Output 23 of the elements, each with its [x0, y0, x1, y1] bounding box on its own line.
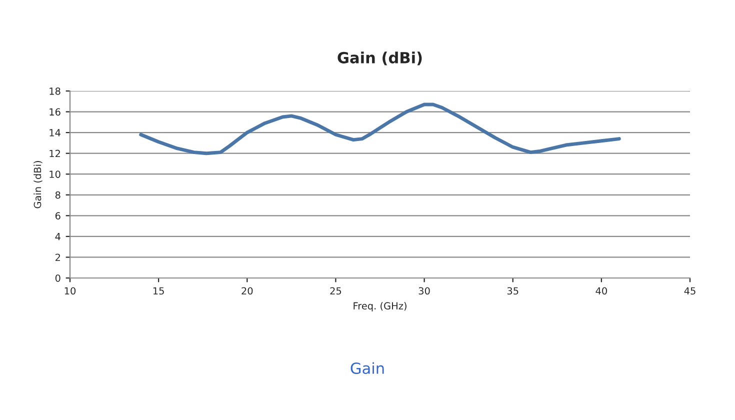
y-tick-label: 16 — [50, 108, 60, 116]
x-tick-label: 10 — [64, 287, 76, 295]
x-tick-label: 40 — [596, 287, 607, 295]
y-tick-label: 12 — [50, 150, 60, 158]
y-tick-label: 8 — [55, 191, 60, 199]
chart-title: Gain (dBi) — [338, 52, 422, 66]
line-series — [139, 102, 621, 156]
x-tick-label: 45 — [684, 287, 696, 295]
x-axis-title: Freq. (GHz) — [354, 302, 406, 312]
y-tick-label: 18 — [50, 87, 60, 95]
x-tick-label: 35 — [507, 287, 518, 295]
y-tick-label: 10 — [50, 170, 60, 178]
y-tick-label: 0 — [55, 274, 60, 282]
y-tick-label: 6 — [55, 212, 60, 220]
y-tick-label: 2 — [56, 254, 60, 261]
text: Gain — [350, 362, 384, 374]
x-tick-label: 15 — [153, 287, 164, 295]
x-tick-label: 30 — [418, 287, 430, 295]
x-tick-label: 25 — [330, 287, 342, 295]
y-tick-label: 4 — [55, 233, 60, 240]
y-axis-title: Gain (dBi) — [34, 161, 42, 208]
x-tick-label: 20 — [242, 287, 253, 295]
y-tick-label: 14 — [50, 129, 60, 136]
